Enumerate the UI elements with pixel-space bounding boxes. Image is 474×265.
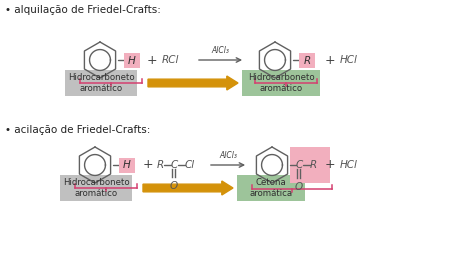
Text: O: O [295,182,303,192]
Text: +: + [325,158,335,171]
Text: HCl: HCl [340,55,358,65]
Text: Hidrocarboneto
aromático: Hidrocarboneto aromático [63,178,129,198]
Text: • acilação de Friedel-Crafts:: • acilação de Friedel-Crafts: [5,125,150,135]
FancyBboxPatch shape [237,175,305,201]
Text: AlCl₃: AlCl₃ [219,151,237,160]
Text: +: + [146,54,157,67]
FancyArrow shape [143,181,233,195]
Text: +: + [325,54,335,67]
Text: Cl: Cl [185,160,195,170]
Text: Hidrocarboneto
aromático: Hidrocarboneto aromático [248,73,314,93]
Text: C: C [171,160,178,170]
Text: O: O [170,181,178,191]
Text: +: + [143,158,153,171]
Text: AlCl₃: AlCl₃ [211,46,229,55]
Text: H: H [128,55,136,65]
Text: R: R [310,160,317,170]
FancyBboxPatch shape [65,70,137,96]
Text: H: H [123,161,131,170]
FancyArrow shape [148,76,238,90]
FancyBboxPatch shape [119,158,135,173]
Text: R: R [303,55,310,65]
Text: RCl: RCl [162,55,179,65]
FancyBboxPatch shape [242,70,320,96]
Text: R: R [157,160,164,170]
Text: Cetona
aromática: Cetona aromática [249,178,292,198]
Text: • alquilação de Friedel-Crafts:: • alquilação de Friedel-Crafts: [5,5,161,15]
Text: C: C [296,160,303,170]
FancyBboxPatch shape [60,175,132,201]
FancyBboxPatch shape [299,53,315,68]
Text: Hidrocarboneto
aromático: Hidrocarboneto aromático [68,73,134,93]
FancyBboxPatch shape [290,147,330,183]
Text: HCl: HCl [340,160,358,170]
FancyBboxPatch shape [124,53,140,68]
